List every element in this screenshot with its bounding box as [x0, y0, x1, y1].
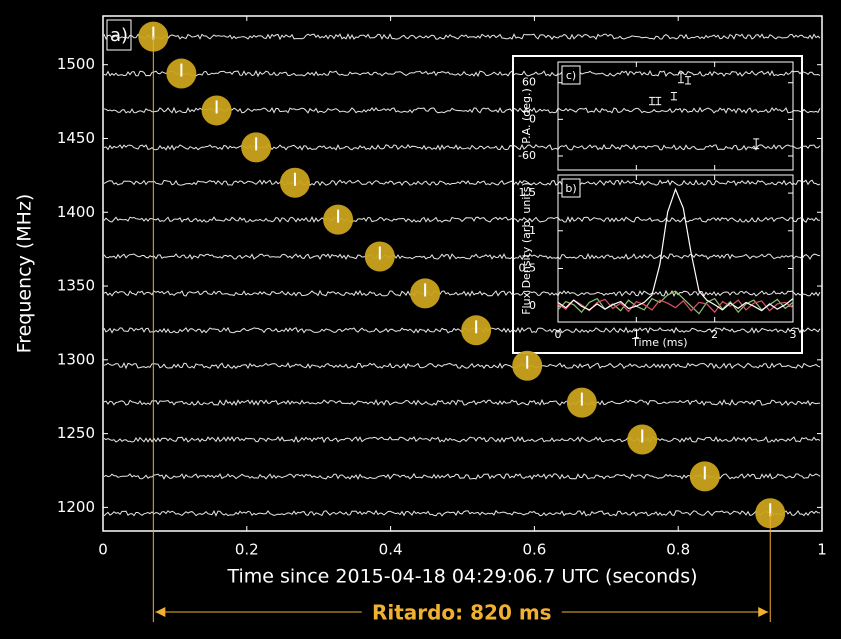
noise-trace — [103, 289, 821, 297]
y-tick-label: 1450 — [57, 129, 95, 147]
plot-frame — [557, 174, 794, 323]
x-tick-label: 0 — [555, 328, 562, 341]
arrow-head — [758, 607, 769, 617]
error-bar — [649, 96, 655, 106]
noise-trace — [103, 143, 821, 151]
x-axis-label: Time since 2015-04-18 04:29:06.7 UTC (se… — [226, 566, 697, 588]
title-box — [106, 19, 132, 51]
noise-trace — [103, 362, 821, 370]
noise-trace — [103, 216, 821, 223]
x-axis-label: Time (ms) — [631, 336, 687, 349]
y-tick-label: -60 — [518, 149, 536, 162]
noise-trace — [103, 33, 821, 41]
noise-trace — [103, 179, 821, 187]
x-tick-label: 1 — [817, 541, 827, 559]
noise-trace — [103, 69, 821, 78]
error-bar — [685, 76, 692, 85]
y-tick-label: 1 — [529, 224, 536, 237]
panel-label: a) — [110, 25, 128, 46]
panel-label: c) — [566, 69, 576, 82]
y-tick-label: 0 — [529, 299, 536, 312]
x-tick-label: 0.2 — [235, 541, 259, 559]
x-tick-label: 2 — [711, 328, 718, 341]
noise-trace — [103, 252, 821, 261]
annotation: Ritardo: 820 ms — [372, 601, 552, 625]
x-tick-label: 1 — [633, 328, 640, 341]
flux-line — [557, 187, 794, 312]
error-bar — [677, 72, 684, 84]
noise-trace — [103, 435, 821, 444]
y-tick-label: 1500 — [57, 55, 95, 73]
x-tick-label: 3 — [790, 328, 797, 341]
title-box — [561, 65, 581, 85]
y-tick-label: 1200 — [57, 498, 95, 516]
y-tick-label: 1400 — [57, 203, 95, 221]
noise-trace — [103, 509, 821, 517]
arrow-head — [155, 607, 166, 617]
y-tick-label: 1350 — [57, 277, 95, 295]
y-axis-label: Frequency (MHz) — [14, 194, 36, 354]
x-tick-label: 0.6 — [522, 541, 546, 559]
error-bar — [670, 92, 677, 101]
plot-frame — [557, 61, 794, 171]
error-bar — [655, 96, 662, 106]
error-bar — [753, 138, 760, 150]
noise-trace — [103, 398, 821, 407]
x-tick-label: 0.4 — [379, 541, 403, 559]
plot-frame — [102, 15, 823, 532]
y-tick-label: 0 — [529, 112, 536, 125]
panel-label: b) — [565, 182, 576, 195]
y-axis-label: P.A. (deg.) — [520, 88, 533, 144]
y-axis-label: Flux Density (arb. units) — [520, 182, 533, 315]
y-tick-label: 60 — [522, 76, 536, 89]
y-tick-label: 0.5 — [519, 261, 537, 274]
flux-line — [557, 298, 794, 314]
title-box — [561, 178, 581, 198]
y-tick-label: 1250 — [57, 424, 95, 442]
x-tick-label: 0.8 — [666, 541, 690, 559]
y-tick-label: 1300 — [57, 350, 95, 368]
y-tick-label: 1.5 — [519, 186, 537, 199]
x-tick-label: 0 — [98, 541, 108, 559]
flux-line — [557, 290, 794, 315]
